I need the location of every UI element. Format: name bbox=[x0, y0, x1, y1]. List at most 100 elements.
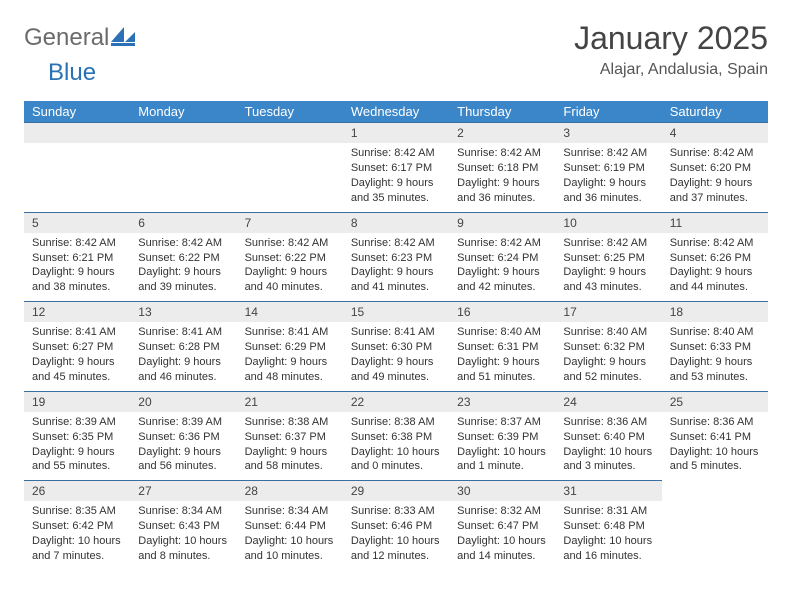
daylight-line: Daylight: 10 hours and 12 minutes. bbox=[351, 534, 441, 564]
sunrise-line: Sunrise: 8:38 AM bbox=[245, 415, 335, 430]
day-details: Sunrise: 8:39 AMSunset: 6:36 PMDaylight:… bbox=[130, 415, 236, 474]
day-number bbox=[237, 123, 343, 143]
day-details: Sunrise: 8:38 AMSunset: 6:37 PMDaylight:… bbox=[237, 415, 343, 474]
calendar-day: 25Sunrise: 8:36 AMSunset: 6:41 PMDayligh… bbox=[662, 391, 768, 481]
day-number: 8 bbox=[343, 213, 449, 233]
day-details: Sunrise: 8:40 AMSunset: 6:32 PMDaylight:… bbox=[555, 325, 661, 384]
day-number bbox=[24, 123, 130, 143]
sunrise-line: Sunrise: 8:36 AM bbox=[563, 415, 653, 430]
day-details: Sunrise: 8:34 AMSunset: 6:44 PMDaylight:… bbox=[237, 504, 343, 563]
sunset-line: Sunset: 6:19 PM bbox=[563, 161, 653, 176]
day-number: 9 bbox=[449, 213, 555, 233]
daylight-line: Daylight: 10 hours and 5 minutes. bbox=[670, 445, 760, 475]
calendar-day-empty bbox=[24, 122, 130, 212]
day-number: 30 bbox=[449, 481, 555, 501]
calendar-day: 12 Sunrise: 8:41 AMSunset: 6:27 PMDayligh… bbox=[24, 301, 130, 391]
day-number: 25 bbox=[662, 392, 768, 412]
page-title: January 2025 bbox=[574, 20, 768, 57]
calendar-day-empty bbox=[237, 122, 343, 212]
sunrise-line: Sunrise: 8:41 AM bbox=[138, 325, 228, 340]
day-details: Sunrise: 8:42 AMSunset: 6:19 PMDaylight:… bbox=[555, 146, 661, 205]
day-number: 17 bbox=[555, 302, 661, 322]
sunrise-line: Sunrise: 8:32 AM bbox=[457, 504, 547, 519]
day-details: Sunrise: 8:42 AMSunset: 6:26 PMDaylight:… bbox=[662, 236, 768, 295]
sunrise-line: Sunrise: 8:42 AM bbox=[563, 236, 653, 251]
day-number: 23 bbox=[449, 392, 555, 412]
day-details: Sunrise: 8:42 AMSunset: 6:24 PMDaylight:… bbox=[449, 236, 555, 295]
sunrise-line: Sunrise: 8:42 AM bbox=[138, 236, 228, 251]
daylight-line: Daylight: 10 hours and 14 minutes. bbox=[457, 534, 547, 564]
day-number: 21 bbox=[237, 392, 343, 412]
daylight-line: Daylight: 9 hours and 55 minutes. bbox=[32, 445, 122, 475]
daylight-line: Daylight: 9 hours and 36 minutes. bbox=[563, 176, 653, 206]
title-block: January 2025 Alajar, Andalusia, Spain bbox=[574, 20, 768, 79]
calendar-day: 19Sunrise: 8:39 AMSunset: 6:35 PMDayligh… bbox=[24, 391, 130, 481]
calendar-day: 4Sunrise: 8:42 AMSunset: 6:20 PMDaylight… bbox=[662, 122, 768, 212]
sunrise-line: Sunrise: 8:42 AM bbox=[32, 236, 122, 251]
brand-logo: General bbox=[24, 24, 137, 52]
daylight-line: Daylight: 9 hours and 49 minutes. bbox=[351, 355, 441, 385]
sunrise-line: Sunrise: 8:42 AM bbox=[670, 146, 760, 161]
day-header-thursday: Thursday bbox=[449, 101, 555, 122]
sunrise-line: Sunrise: 8:41 AM bbox=[32, 325, 122, 340]
daylight-line: Daylight: 9 hours and 42 minutes. bbox=[457, 265, 547, 295]
day-number: 27 bbox=[130, 481, 236, 501]
daylight-line: Daylight: 9 hours and 36 minutes. bbox=[457, 176, 547, 206]
calendar-day: 26Sunrise: 8:35 AMSunset: 6:42 PMDayligh… bbox=[24, 480, 130, 570]
day-number: 31 bbox=[555, 481, 661, 501]
calendar-day: 6Sunrise: 8:42 AMSunset: 6:22 PMDaylight… bbox=[130, 212, 236, 302]
daylight-line: Daylight: 9 hours and 52 minutes. bbox=[563, 355, 653, 385]
sunset-line: Sunset: 6:42 PM bbox=[32, 519, 122, 534]
day-details: Sunrise: 8:41 AMSunset: 6:27 PMDaylight:… bbox=[24, 325, 130, 384]
sunrise-line: Sunrise: 8:42 AM bbox=[563, 146, 653, 161]
day-details: Sunrise: 8:42 AMSunset: 6:21 PMDaylight:… bbox=[24, 236, 130, 295]
daylight-line: Daylight: 9 hours and 48 minutes. bbox=[245, 355, 335, 385]
sunrise-line: Sunrise: 8:42 AM bbox=[351, 146, 441, 161]
sunrise-line: Sunrise: 8:41 AM bbox=[245, 325, 335, 340]
day-number: 22 bbox=[343, 392, 449, 412]
calendar-day: 20 Sunrise: 8:39 AMSunset: 6:36 PMDayligh… bbox=[130, 391, 236, 481]
day-number: 11 bbox=[662, 213, 768, 233]
day-details: Sunrise: 8:34 AMSunset: 6:43 PMDaylight:… bbox=[130, 504, 236, 563]
sunrise-line: Sunrise: 8:34 AM bbox=[245, 504, 335, 519]
calendar-header-row: SundayMondayTuesdayWednesdayThursdayFrid… bbox=[24, 101, 768, 122]
calendar-day-empty bbox=[130, 122, 236, 212]
day-number: 29 bbox=[343, 481, 449, 501]
sunrise-line: Sunrise: 8:42 AM bbox=[245, 236, 335, 251]
sunset-line: Sunset: 6:30 PM bbox=[351, 340, 441, 355]
calendar-day: 21 Sunrise: 8:38 AMSunset: 6:37 PMDayligh… bbox=[237, 391, 343, 481]
brand-text-general: General bbox=[24, 24, 109, 52]
sunset-line: Sunset: 6:32 PM bbox=[563, 340, 653, 355]
daylight-line: Daylight: 10 hours and 3 minutes. bbox=[563, 445, 653, 475]
day-header-tuesday: Tuesday bbox=[237, 101, 343, 122]
sunrise-line: Sunrise: 8:41 AM bbox=[351, 325, 441, 340]
sunset-line: Sunset: 6:39 PM bbox=[457, 430, 547, 445]
calendar-day: 17 Sunrise: 8:40 AMSunset: 6:32 PMDayligh… bbox=[555, 301, 661, 391]
day-details: Sunrise: 8:42 AMSunset: 6:22 PMDaylight:… bbox=[130, 236, 236, 295]
sunrise-line: Sunrise: 8:38 AM bbox=[351, 415, 441, 430]
daylight-line: Daylight: 9 hours and 44 minutes. bbox=[670, 265, 760, 295]
daylight-line: Daylight: 9 hours and 37 minutes. bbox=[670, 176, 760, 206]
sunset-line: Sunset: 6:18 PM bbox=[457, 161, 547, 176]
sunset-line: Sunset: 6:26 PM bbox=[670, 251, 760, 266]
day-number: 10 bbox=[555, 213, 661, 233]
day-number bbox=[130, 123, 236, 143]
calendar-day: 30Sunrise: 8:32 AMSunset: 6:47 PMDayligh… bbox=[449, 480, 555, 570]
sunrise-line: Sunrise: 8:40 AM bbox=[670, 325, 760, 340]
sunset-line: Sunset: 6:25 PM bbox=[563, 251, 653, 266]
sunrise-line: Sunrise: 8:42 AM bbox=[457, 236, 547, 251]
day-details: Sunrise: 8:42 AMSunset: 6:22 PMDaylight:… bbox=[237, 236, 343, 295]
daylight-line: Daylight: 9 hours and 40 minutes. bbox=[245, 265, 335, 295]
daylight-line: Daylight: 9 hours and 58 minutes. bbox=[245, 445, 335, 475]
day-number: 20 bbox=[130, 392, 236, 412]
sunset-line: Sunset: 6:23 PM bbox=[351, 251, 441, 266]
sunset-line: Sunset: 6:36 PM bbox=[138, 430, 228, 445]
sunset-line: Sunset: 6:38 PM bbox=[351, 430, 441, 445]
day-header-saturday: Saturday bbox=[662, 101, 768, 122]
calendar-day: 7Sunrise: 8:42 AMSunset: 6:22 PMDaylight… bbox=[237, 212, 343, 302]
day-number: 12 bbox=[24, 302, 130, 322]
daylight-line: Daylight: 9 hours and 56 minutes. bbox=[138, 445, 228, 475]
day-number: 24 bbox=[555, 392, 661, 412]
day-number: 4 bbox=[662, 123, 768, 143]
sunset-line: Sunset: 6:40 PM bbox=[563, 430, 653, 445]
